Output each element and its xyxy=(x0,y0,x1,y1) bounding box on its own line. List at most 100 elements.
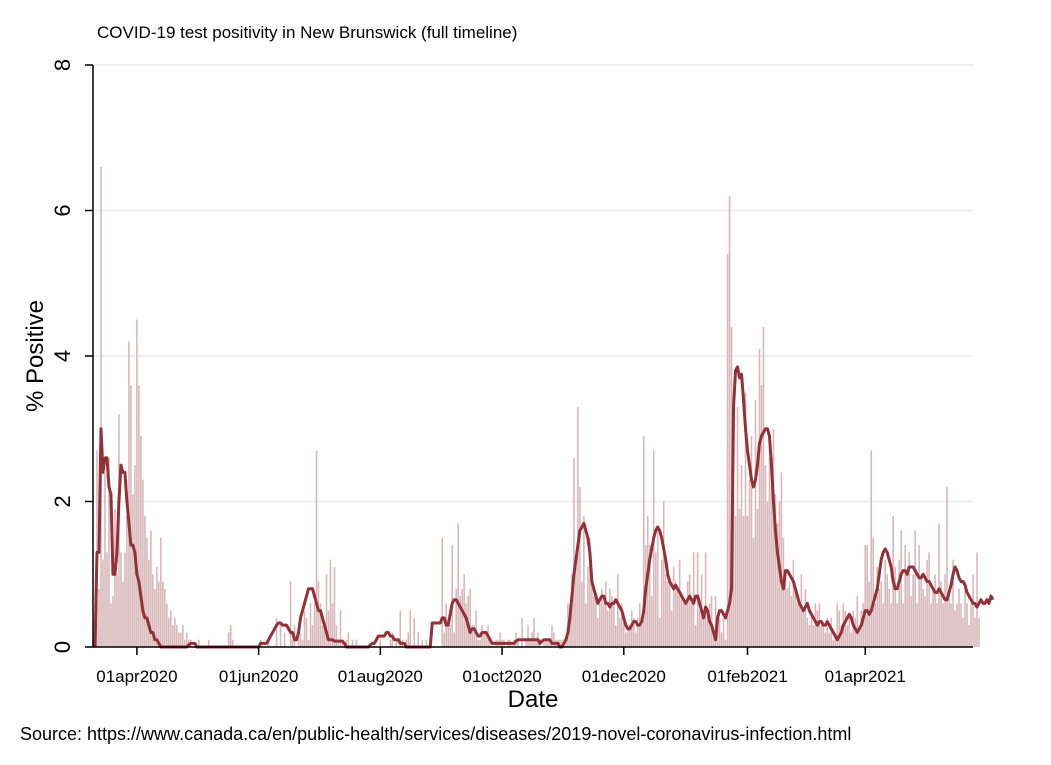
bar-day-289 xyxy=(672,566,675,647)
bar-day-211 xyxy=(517,639,519,647)
bar-day-398 xyxy=(890,603,892,647)
bar-day-322 xyxy=(738,508,741,647)
bar-day-227 xyxy=(549,639,551,647)
bar-day-393 xyxy=(880,581,883,647)
bar-day-341 xyxy=(776,523,779,647)
bar-day-17 xyxy=(130,385,132,647)
bar-day-108 xyxy=(311,625,314,647)
bar-day-437 xyxy=(968,625,970,647)
bar-day-120 xyxy=(335,625,338,647)
bar-day-185 xyxy=(465,603,467,647)
bar-day-195 xyxy=(485,632,487,647)
bar-day-392 xyxy=(878,588,881,647)
bar-day-98 xyxy=(291,639,294,647)
bar-day-192 xyxy=(479,639,481,647)
bar-day-30 xyxy=(156,566,158,647)
bar-day-331 xyxy=(756,508,759,647)
bar-day-411 xyxy=(916,603,918,647)
bar-day-106 xyxy=(307,639,310,647)
bar-day-42 xyxy=(180,632,182,647)
bar-day-295 xyxy=(684,603,687,647)
bar-day-349 xyxy=(792,559,795,647)
bar-day-356 xyxy=(806,617,809,647)
bar-day-315 xyxy=(724,639,727,647)
bar-day-242 xyxy=(579,486,581,647)
bar-day-174 xyxy=(443,632,445,647)
bar-day-125 xyxy=(345,639,348,647)
bar-day-147 xyxy=(389,639,392,647)
bar-day-337 xyxy=(768,457,771,647)
bar-day-284 xyxy=(662,501,665,647)
bar-day-371 xyxy=(836,603,839,647)
bar-day-18 xyxy=(132,494,134,647)
bar-day-367 xyxy=(828,632,831,647)
bar-day-194 xyxy=(483,632,485,647)
bar-day-357 xyxy=(808,625,811,647)
bar-day-119 xyxy=(333,566,336,647)
bar-day-235 xyxy=(565,639,567,647)
bar-day-394 xyxy=(882,603,885,647)
bar-day-365 xyxy=(824,632,827,647)
bar-day-45 xyxy=(185,632,188,647)
bar-day-159 xyxy=(413,617,416,647)
bar-day-279 xyxy=(652,450,655,647)
bar-day-253 xyxy=(601,588,603,647)
bar-day-431 xyxy=(956,603,958,647)
bar-day-9 xyxy=(114,508,116,647)
bar-day-384 xyxy=(862,603,865,647)
bar-day-282 xyxy=(658,617,661,647)
bar-day-39 xyxy=(174,617,176,647)
bar-day-102 xyxy=(299,632,302,647)
bar-day-336 xyxy=(766,501,769,647)
source-note: Source: https://www.canada.ca/en/public-… xyxy=(20,724,851,744)
bar-day-176 xyxy=(447,617,449,647)
bar-day-37 xyxy=(170,610,172,648)
bar-day-118 xyxy=(331,603,334,647)
bar-day-35 xyxy=(166,603,168,647)
bar-day-408 xyxy=(910,596,912,647)
bar-day-442 xyxy=(978,617,980,647)
bar-day-368 xyxy=(830,617,833,647)
bar-day-414 xyxy=(922,588,924,647)
bar-day-358 xyxy=(810,610,813,648)
bar-day-104 xyxy=(303,610,306,648)
x-tick-label-01feb2021: 01feb2021 xyxy=(707,667,787,686)
bar-day-274 xyxy=(642,436,645,647)
bar-day-114 xyxy=(323,625,326,647)
bar-day-413 xyxy=(920,574,922,647)
bar-day-372 xyxy=(838,610,841,648)
bar-day-155 xyxy=(405,639,408,647)
bar-day-197 xyxy=(489,639,491,647)
bar-day-233 xyxy=(561,639,563,647)
bar-day-360 xyxy=(814,603,817,647)
bar-day-375 xyxy=(844,610,847,648)
bar-day-240 xyxy=(575,559,577,647)
bar-day-121 xyxy=(337,639,340,647)
bar-day-324 xyxy=(742,516,745,647)
bar-day-122 xyxy=(339,610,342,648)
bar-day-256 xyxy=(607,610,609,648)
bar-day-304 xyxy=(702,610,705,648)
bar-day-193 xyxy=(481,625,483,647)
bar-day-257 xyxy=(609,588,611,647)
bar-day-225 xyxy=(545,639,547,647)
bar-day-68 xyxy=(231,639,234,647)
bar-day-297 xyxy=(688,574,691,647)
bar-day-254 xyxy=(603,603,605,647)
bar-day-247 xyxy=(589,537,591,648)
bar-day-383 xyxy=(860,610,863,648)
bar-day-1 xyxy=(98,588,100,647)
bar-day-263 xyxy=(621,603,623,647)
bar-day-370 xyxy=(834,632,837,647)
bar-day-329 xyxy=(752,537,755,648)
bar-day-34 xyxy=(164,588,166,647)
bar-day-319 xyxy=(732,501,735,647)
bar-day-316 xyxy=(726,254,729,647)
bar-day-306 xyxy=(706,610,709,648)
bar-day-107 xyxy=(309,603,312,647)
bar-day-429 xyxy=(952,559,954,647)
bar-day-67 xyxy=(229,625,232,647)
bar-day-346 xyxy=(786,588,789,647)
